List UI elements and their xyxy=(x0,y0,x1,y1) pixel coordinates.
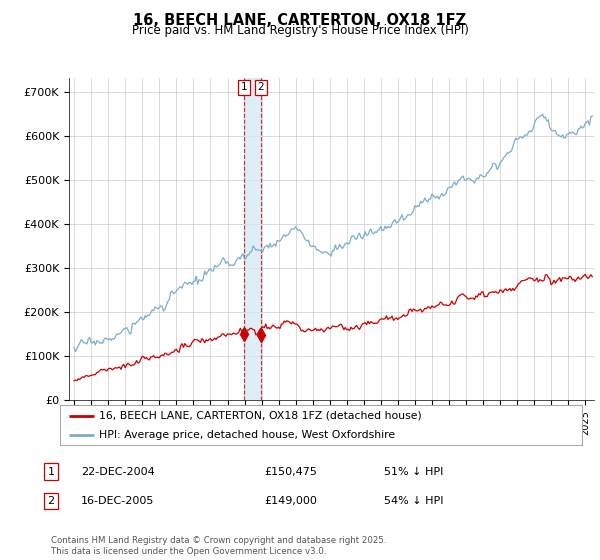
Text: 16, BEECH LANE, CARTERTON, OX18 1FZ (detached house): 16, BEECH LANE, CARTERTON, OX18 1FZ (det… xyxy=(99,411,422,421)
Text: 51% ↓ HPI: 51% ↓ HPI xyxy=(384,466,443,477)
Text: 16-DEC-2005: 16-DEC-2005 xyxy=(81,496,154,506)
Text: 54% ↓ HPI: 54% ↓ HPI xyxy=(384,496,443,506)
Text: £149,000: £149,000 xyxy=(264,496,317,506)
Text: 2: 2 xyxy=(47,496,55,506)
Text: 1: 1 xyxy=(47,466,55,477)
Text: 16, BEECH LANE, CARTERTON, OX18 1FZ: 16, BEECH LANE, CARTERTON, OX18 1FZ xyxy=(133,13,467,28)
Text: 1: 1 xyxy=(241,82,247,92)
Text: HPI: Average price, detached house, West Oxfordshire: HPI: Average price, detached house, West… xyxy=(99,430,395,440)
Text: 22-DEC-2004: 22-DEC-2004 xyxy=(81,466,155,477)
Text: 2: 2 xyxy=(257,82,264,92)
Text: Contains HM Land Registry data © Crown copyright and database right 2025.
This d: Contains HM Land Registry data © Crown c… xyxy=(51,536,386,556)
Text: Price paid vs. HM Land Registry's House Price Index (HPI): Price paid vs. HM Land Registry's House … xyxy=(131,24,469,36)
Text: £150,475: £150,475 xyxy=(264,466,317,477)
Bar xyxy=(244,78,261,400)
